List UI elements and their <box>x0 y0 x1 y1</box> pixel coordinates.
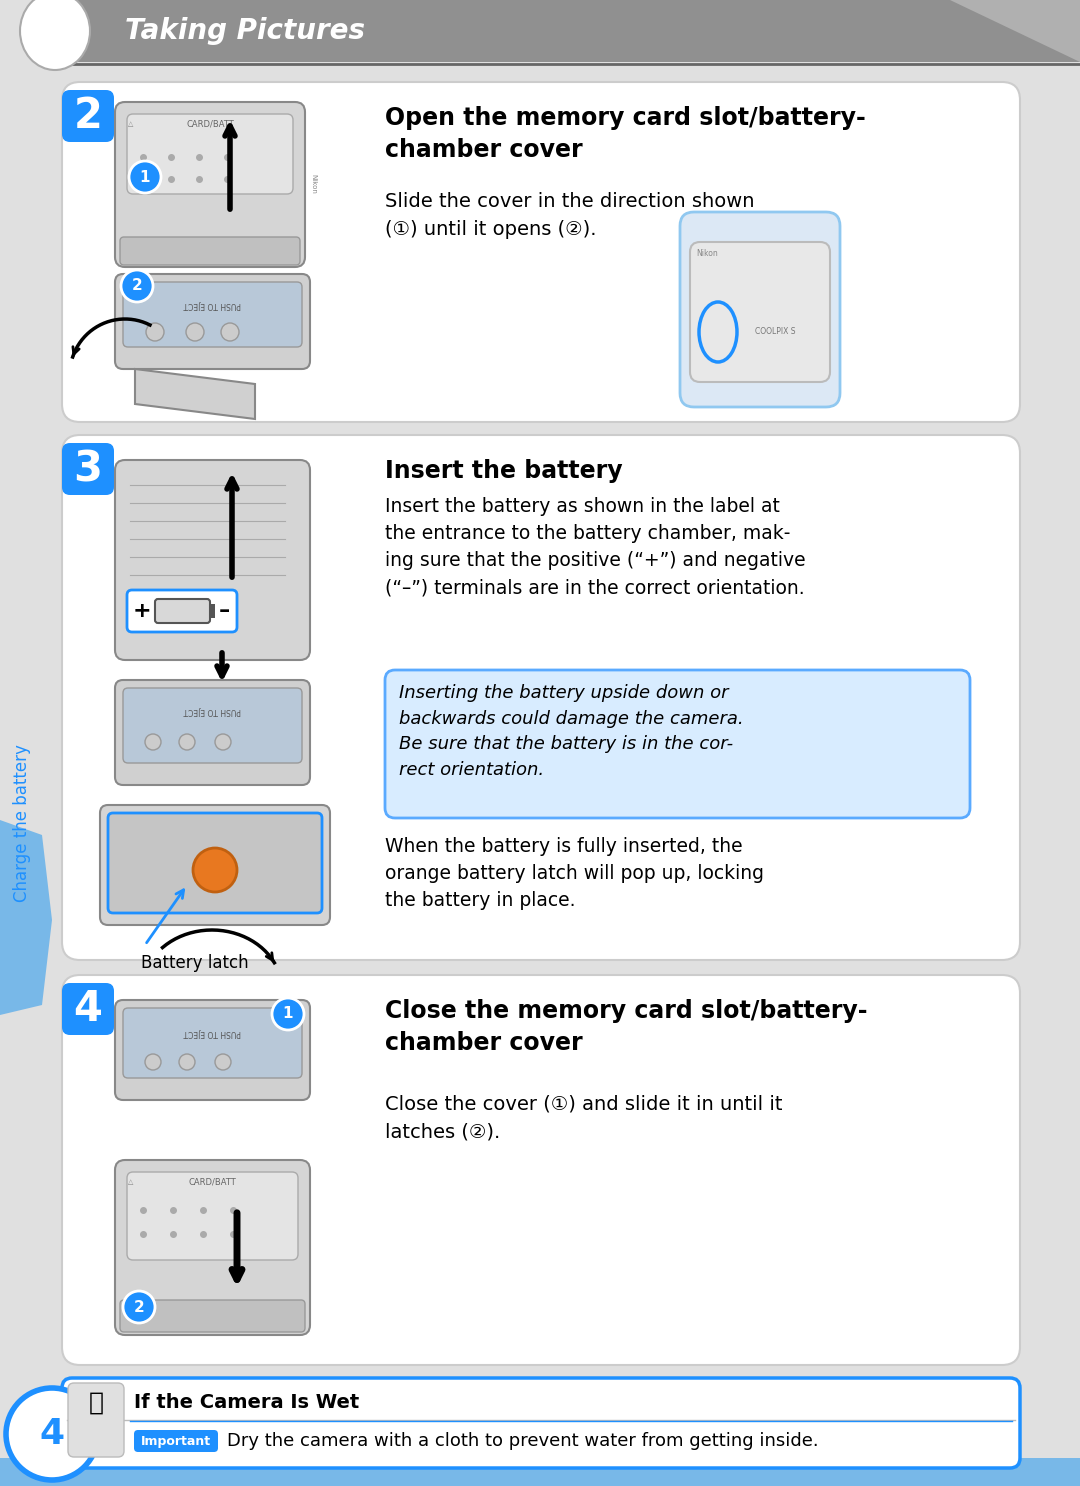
FancyBboxPatch shape <box>156 599 210 623</box>
Circle shape <box>123 1291 156 1323</box>
FancyBboxPatch shape <box>62 984 114 1036</box>
Polygon shape <box>135 369 255 419</box>
Text: 2: 2 <box>134 1299 145 1315</box>
FancyBboxPatch shape <box>62 435 1020 960</box>
Circle shape <box>146 322 164 340</box>
FancyBboxPatch shape <box>134 1430 218 1452</box>
FancyBboxPatch shape <box>62 91 114 143</box>
Text: PUSH TO EJECT: PUSH TO EJECT <box>184 300 241 309</box>
FancyBboxPatch shape <box>120 236 300 265</box>
Circle shape <box>179 1054 195 1070</box>
Text: 3: 3 <box>73 447 103 490</box>
Text: 4: 4 <box>40 1418 65 1450</box>
Circle shape <box>215 734 231 750</box>
Bar <box>210 603 215 618</box>
Text: –: – <box>218 600 230 621</box>
Text: Dry the camera with a cloth to prevent water from getting inside.: Dry the camera with a cloth to prevent w… <box>227 1433 819 1450</box>
FancyBboxPatch shape <box>108 813 322 912</box>
Circle shape <box>186 322 204 340</box>
FancyBboxPatch shape <box>114 103 305 267</box>
FancyBboxPatch shape <box>114 1161 310 1334</box>
Text: Nikon: Nikon <box>696 250 718 259</box>
Text: PUSH TO EJECT: PUSH TO EJECT <box>184 1027 241 1037</box>
Text: PUSH TO EJECT: PUSH TO EJECT <box>184 706 241 715</box>
Text: Inserting the battery upside down or
backwards could damage the camera.
Be sure : Inserting the battery upside down or bac… <box>399 684 744 779</box>
Text: 1: 1 <box>139 169 150 184</box>
Text: CARD/BATT: CARD/BATT <box>186 119 234 128</box>
FancyBboxPatch shape <box>62 975 1020 1366</box>
Circle shape <box>193 849 237 892</box>
Text: Insert the battery as shown in the label at
the entrance to the battery chamber,: Insert the battery as shown in the label… <box>384 496 806 597</box>
Text: If the Camera Is Wet: If the Camera Is Wet <box>134 1392 360 1412</box>
FancyBboxPatch shape <box>114 273 310 369</box>
FancyBboxPatch shape <box>100 805 330 924</box>
Text: Nikon: Nikon <box>310 174 316 195</box>
Text: Taking Pictures: Taking Pictures <box>125 16 365 45</box>
Text: △: △ <box>129 120 134 126</box>
Text: Charge the battery: Charge the battery <box>13 744 31 902</box>
Text: 1: 1 <box>283 1006 294 1021</box>
FancyBboxPatch shape <box>114 1000 310 1100</box>
FancyBboxPatch shape <box>384 670 970 817</box>
FancyBboxPatch shape <box>62 443 114 495</box>
Text: 📷: 📷 <box>89 1391 104 1415</box>
FancyBboxPatch shape <box>680 212 840 407</box>
FancyBboxPatch shape <box>127 1172 298 1260</box>
Text: 2: 2 <box>132 278 143 294</box>
Text: Insert the battery: Insert the battery <box>384 459 623 483</box>
Text: Close the cover (①) and slide it in until it
latches (②).: Close the cover (①) and slide it in unti… <box>384 1095 783 1143</box>
Text: CARD/BATT: CARD/BATT <box>188 1177 235 1186</box>
Text: Important: Important <box>140 1434 211 1447</box>
FancyBboxPatch shape <box>120 1300 305 1331</box>
Circle shape <box>145 1054 161 1070</box>
Circle shape <box>145 734 161 750</box>
Circle shape <box>6 1388 98 1480</box>
FancyBboxPatch shape <box>127 590 237 632</box>
FancyBboxPatch shape <box>123 688 302 762</box>
FancyBboxPatch shape <box>123 282 302 348</box>
FancyBboxPatch shape <box>62 1378 1020 1468</box>
Bar <box>0 1458 1080 1486</box>
Polygon shape <box>950 0 1080 62</box>
FancyBboxPatch shape <box>123 1008 302 1077</box>
Text: When the battery is fully inserted, the
orange battery latch will pop up, lockin: When the battery is fully inserted, the … <box>384 837 764 911</box>
Circle shape <box>121 270 153 302</box>
FancyBboxPatch shape <box>68 1383 124 1456</box>
FancyBboxPatch shape <box>114 461 310 660</box>
Text: 2: 2 <box>73 95 103 137</box>
Text: Open the memory card slot/battery-
chamber cover: Open the memory card slot/battery- chamb… <box>384 106 866 162</box>
Text: △: △ <box>129 1178 134 1184</box>
Circle shape <box>221 322 239 340</box>
FancyBboxPatch shape <box>127 114 293 195</box>
Text: COOLPIX S: COOLPIX S <box>755 327 795 336</box>
FancyBboxPatch shape <box>114 681 310 785</box>
Text: 4: 4 <box>73 988 103 1030</box>
FancyBboxPatch shape <box>690 242 831 382</box>
Text: +: + <box>133 600 151 621</box>
Polygon shape <box>55 0 1080 62</box>
Text: Close the memory card slot/battery-
chamber cover: Close the memory card slot/battery- cham… <box>384 999 867 1055</box>
Circle shape <box>272 999 303 1030</box>
Circle shape <box>129 160 161 193</box>
Text: Battery latch: Battery latch <box>141 954 248 972</box>
Circle shape <box>179 734 195 750</box>
Polygon shape <box>0 820 52 1015</box>
FancyBboxPatch shape <box>62 82 1020 422</box>
Text: Slide the cover in the direction shown
(①) until it opens (②).: Slide the cover in the direction shown (… <box>384 192 755 239</box>
Circle shape <box>215 1054 231 1070</box>
Ellipse shape <box>21 0 90 70</box>
